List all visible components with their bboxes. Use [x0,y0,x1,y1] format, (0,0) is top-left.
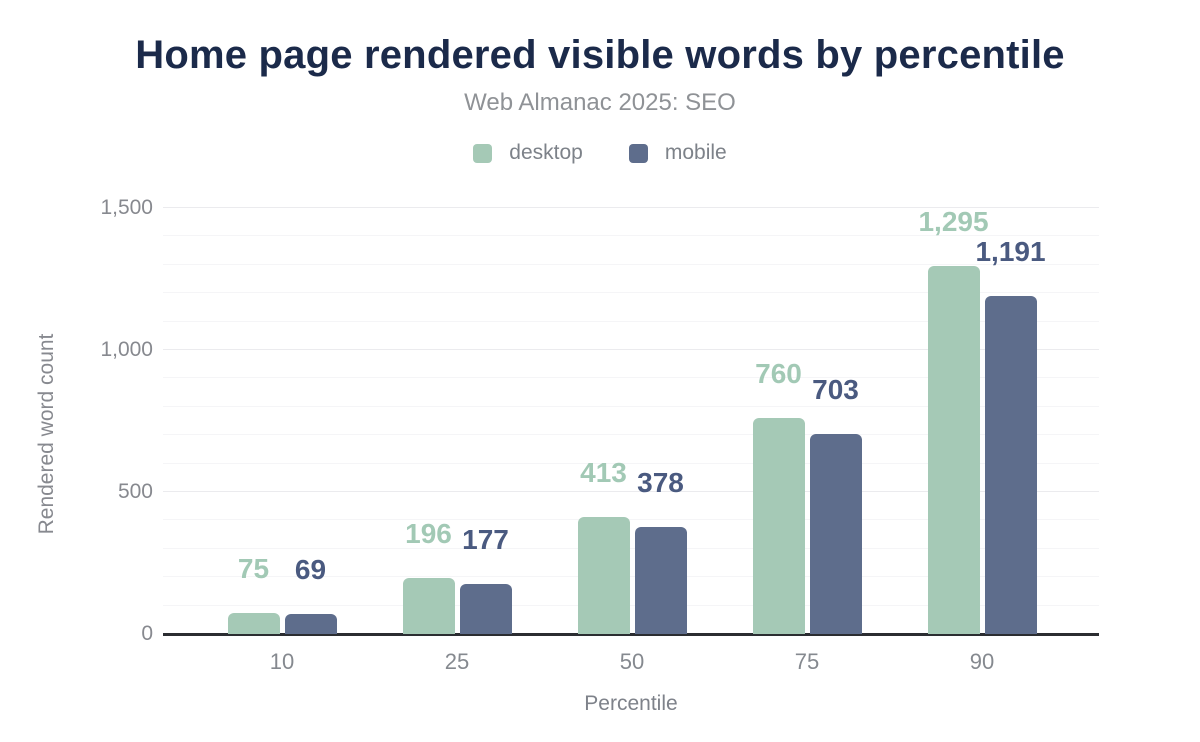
bar-value-label-desktop: 760 [755,358,802,390]
minor-gridline [163,519,1099,521]
minor-gridline [163,462,1099,464]
bar-mobile [634,526,687,634]
bar-desktop [402,578,455,634]
bar-desktop [752,418,805,634]
y-tick-label: 500 [117,480,153,503]
bar-value-label-desktop: 75 [237,552,270,584]
bar-desktop [227,612,280,634]
minor-gridline [163,547,1099,549]
bar-value-label-mobile: 177 [462,523,509,555]
x-axis-title: Percentile [584,692,678,715]
minor-gridline [163,576,1099,578]
bar-value-label-mobile: 378 [637,466,684,498]
bar-value-label-desktop: 1,295 [918,206,989,238]
y-axis-title: Rendered word count [35,333,58,535]
bar-value-label-desktop: 196 [405,518,452,550]
bar-mobile [984,295,1037,634]
minor-gridline [163,434,1099,436]
major-gridline [163,207,1099,208]
legend-item-mobile: mobile [628,141,727,165]
minor-gridline [163,292,1099,294]
x-tick-label: 50 [619,649,645,674]
bar-mobile [284,614,337,634]
x-tick-label: 10 [269,649,295,674]
bar-value-label-desktop: 413 [580,456,627,488]
minor-gridline [163,377,1099,379]
bar-desktop [577,516,630,634]
bar-desktop [927,266,980,634]
x-tick-label: 25 [444,649,470,674]
minor-gridline [163,405,1099,407]
chart-subtitle: Web Almanac 2025: SEO [464,89,736,116]
minor-gridline [163,263,1099,265]
bar-value-label-mobile: 69 [294,554,327,586]
legend-label-desktop: desktop [509,141,583,164]
major-gridline [163,349,1099,350]
major-gridline [163,491,1099,492]
minor-gridline [163,235,1099,237]
x-tick-label: 75 [794,649,820,674]
y-tick-label: 1,000 [100,338,153,361]
x-axis-line [163,633,1099,636]
bar-value-label-mobile: 703 [812,374,859,406]
desktop-swatch-icon [473,143,493,163]
minor-gridline [163,320,1099,322]
bar-value-label-mobile: 1,191 [975,235,1046,267]
y-tick-label: 0 [141,622,153,645]
bar-mobile [459,583,512,634]
bar-mobile [809,434,862,634]
x-tick-label: 90 [969,649,995,674]
legend-label-mobile: mobile [664,141,727,164]
legend: desktop mobile [0,141,1200,165]
plot-area: 0 500 1,000 1,500 10 75 69 25 196 177 50 413 378 75 76… [100,196,1099,674]
legend-item-desktop: desktop [473,141,583,165]
y-tick-label: 1,500 [100,196,153,219]
mobile-swatch-icon [628,143,648,163]
minor-gridline [163,604,1099,606]
chart-title: Home page rendered visible words by perc… [135,33,1065,77]
